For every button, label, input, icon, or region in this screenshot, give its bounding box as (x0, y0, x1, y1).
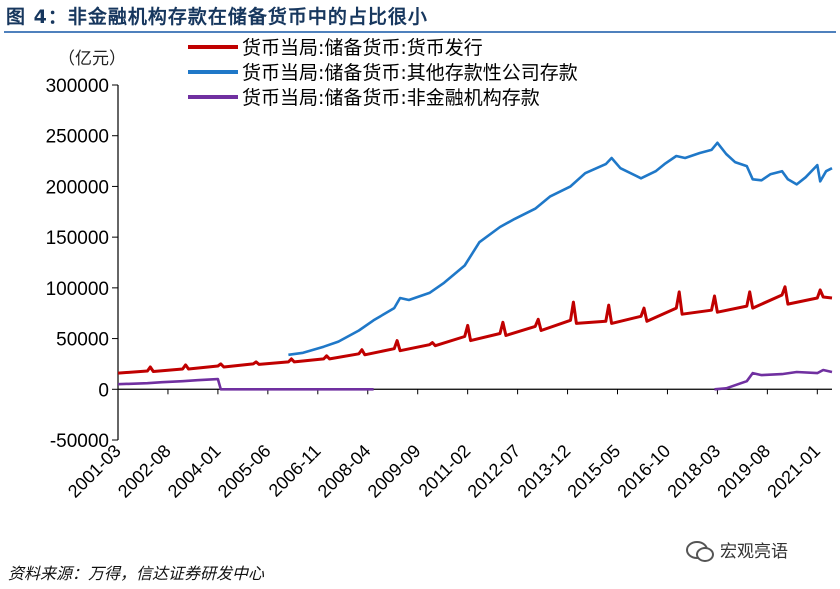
y-tick-label: 50000 (56, 330, 109, 351)
x-tick-label: 2011-02 (415, 441, 475, 501)
wechat-icon (686, 539, 714, 562)
y-tick-label: -50000 (50, 431, 109, 452)
watermark: 宏观亮语 (686, 537, 788, 562)
watermark-text: 宏观亮语 (720, 542, 788, 562)
series-line-2 (117, 368, 833, 391)
y-tick-label: 300000 (46, 76, 109, 97)
x-tick-label: 2015-05 (563, 441, 624, 502)
title-rule (4, 31, 836, 33)
y-tick-label: 200000 (46, 177, 109, 198)
y-tick-label: 150000 (46, 228, 109, 249)
y-tick-label: 250000 (46, 127, 109, 148)
x-tick-label: 2019-08 (713, 441, 774, 502)
x-tick-label: 2016-10 (613, 441, 674, 502)
legend-label-0: 货币当局:储备货币:货币发行 (242, 37, 483, 59)
x-tick-label: 2013-12 (514, 441, 575, 502)
x-tick-label: 2005-06 (214, 441, 275, 502)
chart-title: 图 4：非金融机构存款在储备货币中的占比很小 (6, 6, 428, 28)
series-line-0 (117, 285, 833, 375)
legend-label-1: 货币当局:储备货币:其他存款性公司存款 (242, 62, 578, 84)
source-note: 资料来源：万得，信达证券研发中心 (8, 564, 265, 583)
x-tick-label: 2002-08 (114, 441, 175, 502)
x-tick-label: 2008-04 (314, 441, 375, 502)
x-tick-label: 2004-01 (164, 441, 225, 502)
series-line-1 (288, 141, 833, 357)
legend-label-2: 货币当局:储备货币:非金融机构存款 (242, 87, 540, 109)
y-tick-label: 100000 (46, 279, 109, 300)
x-tick-label: 2009-09 (364, 441, 425, 502)
x-tick-label: 2018-03 (663, 441, 724, 502)
y-tick-label: 0 (98, 380, 109, 401)
x-tick-label: 2012-07 (464, 441, 525, 502)
y-unit-label: （亿元） (58, 49, 126, 69)
x-tick-label: 2006-11 (265, 441, 325, 501)
x-tick-label: 2021-01 (763, 441, 824, 502)
